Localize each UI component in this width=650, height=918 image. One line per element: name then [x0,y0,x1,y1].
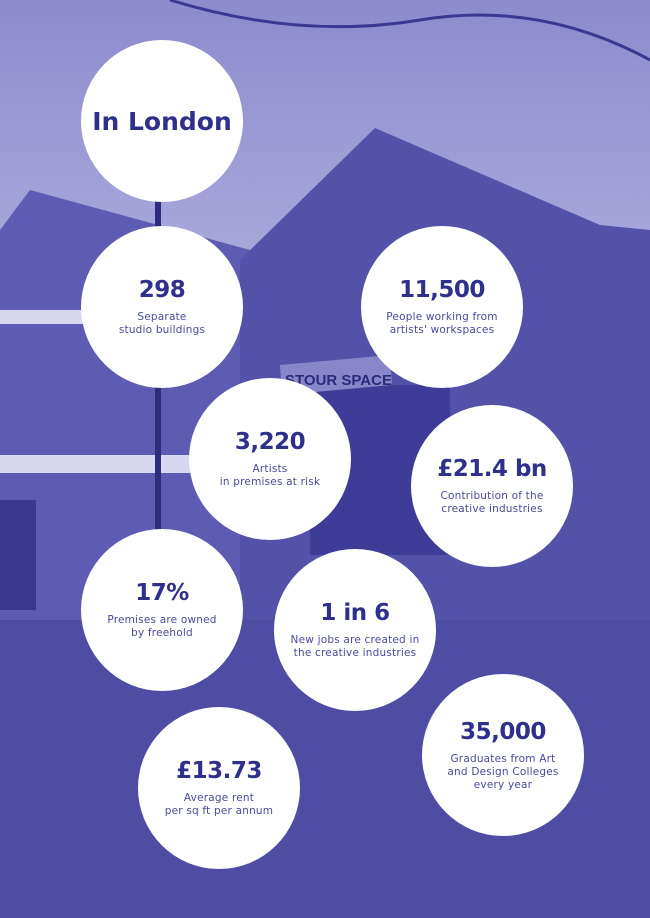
stat-desc: People working from artists' workspaces [386,311,498,336]
stat-desc: Average rent per sq ft per annum [164,792,274,817]
stat-circle-freehold: 17% Premises are owned by freehold [81,529,243,691]
stour-space-sign: STOUR SPACE [285,372,392,389]
stat-value: 3,220 [234,429,306,455]
stat-value: 35,000 [460,718,546,745]
stat-desc: Contribution of the creative industries [440,490,544,515]
stat-value: 11,500 [399,277,485,303]
stat-circle-people-working: 11,500 People working from artists' works… [361,226,523,388]
title-circle: In London [81,40,243,202]
stat-circle-contribution: £21.4 bn Contribution of the creative ind… [411,405,573,567]
stat-circle-studio-buildings: 298 Separate studio buildings [81,226,243,388]
stat-value: 1 in 6 [320,600,390,626]
stat-value: 17% [135,580,189,606]
stat-value: £21.4 bn [437,456,547,482]
stat-desc: Artists in premises at risk [219,463,321,488]
stat-circle-average-rent: £13.73 Average rent per sq ft per annum [138,707,300,869]
stat-value: 298 [138,277,186,303]
page-title: In London [92,106,232,136]
stat-desc: New jobs are created in the creative indu… [290,634,420,659]
stat-circle-artists-at-risk: 3,220 Artists in premises at risk [189,378,351,540]
stat-circle-graduates: 35,000 Graduates from Art and Design Coll… [422,674,584,836]
stat-desc: Graduates from Art and Design Colleges eve… [447,752,559,791]
stat-desc: Premises are owned by freehold [107,614,217,639]
stat-circle-new-jobs: 1 in 6 New jobs are created in the creati… [274,549,436,711]
stat-value: £13.73 [176,758,262,784]
stat-desc: Separate studio buildings [118,311,206,336]
